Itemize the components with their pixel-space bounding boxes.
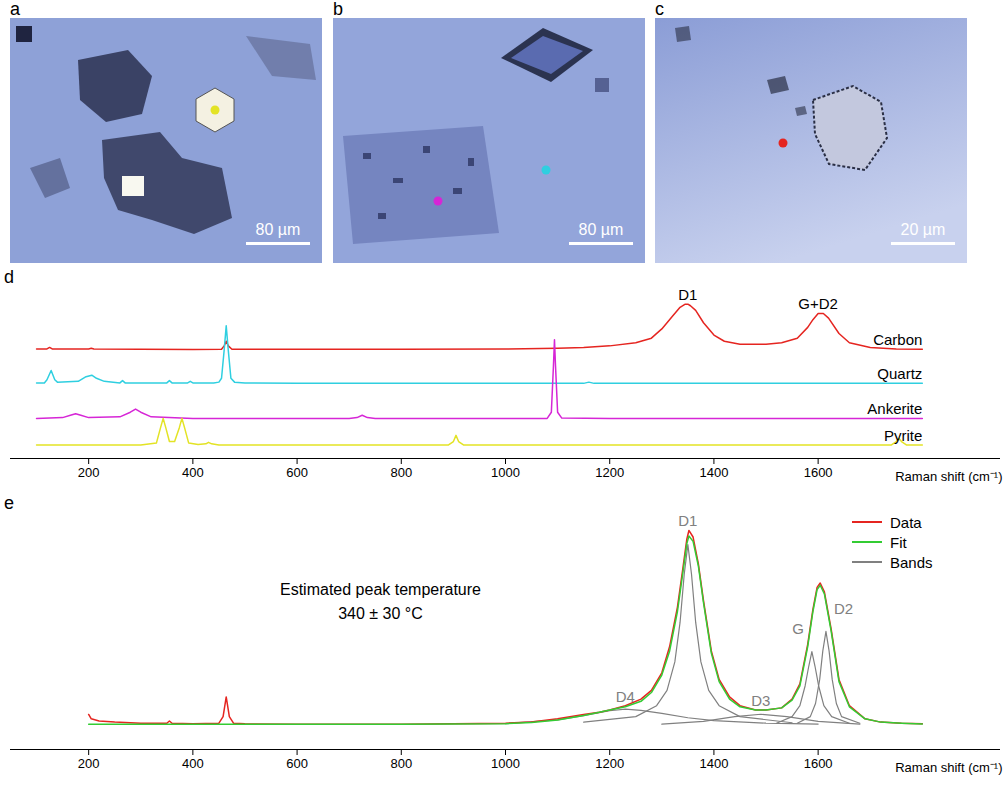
html-text:e: e [4, 493, 14, 513]
svg-text:D1: D1 [678, 512, 697, 529]
html-text:c: c [655, 0, 664, 19]
svg-text:800: 800 [390, 465, 412, 480]
svg-text:D2: D2 [834, 600, 853, 617]
svg-text:Ankerite: Ankerite [867, 400, 922, 417]
svg-text:80 µm: 80 µm [256, 221, 301, 238]
svg-text:600: 600 [286, 756, 308, 771]
html-text:a: a [10, 0, 20, 19]
svg-text:D3: D3 [751, 692, 770, 709]
svg-text:1200: 1200 [595, 756, 624, 771]
svg-text:1400: 1400 [699, 465, 728, 480]
svg-text:D1: D1 [678, 286, 697, 303]
html-text:b: b [333, 0, 343, 19]
html-text:d: d [4, 267, 14, 287]
svg-text:600: 600 [286, 465, 308, 480]
svg-text:G: G [792, 620, 804, 637]
svg-text:Estimated peak temperature340: Estimated peak temperature340 ± 30 °C [280, 581, 481, 622]
svg-text:200: 200 [78, 465, 100, 480]
svg-text:Pyrite: Pyrite [884, 427, 922, 444]
svg-text:400: 400 [182, 465, 204, 480]
svg-text:80 µm: 80 µm [579, 221, 624, 238]
svg-text:1600: 1600 [804, 465, 833, 480]
svg-text:1000: 1000 [491, 756, 520, 771]
svg-text:Raman shift (cm⁻¹): Raman shift (cm⁻¹) [895, 469, 1002, 484]
html-text:Fit: Fit [890, 533, 907, 551]
svg-text:Carbon: Carbon [873, 331, 922, 348]
svg-text:20 µm: 20 µm [901, 221, 946, 238]
svg-text:400: 400 [182, 756, 204, 771]
svg-text:G+D2: G+D2 [798, 295, 838, 312]
svg-text:1600: 1600 [804, 756, 833, 771]
svg-text:200: 200 [78, 756, 100, 771]
svg-text:800: 800 [390, 756, 412, 771]
svg-text:Quartz: Quartz [877, 365, 922, 382]
html-text:Bands: Bands [890, 553, 933, 571]
svg-text:Raman shift (cm⁻¹): Raman shift (cm⁻¹) [895, 760, 1002, 775]
html-text:Data: Data [890, 513, 922, 531]
svg-text:D4: D4 [616, 688, 635, 705]
svg-text:1200: 1200 [595, 465, 624, 480]
svg-text:1400: 1400 [699, 756, 728, 771]
svg-text:1000: 1000 [491, 465, 520, 480]
